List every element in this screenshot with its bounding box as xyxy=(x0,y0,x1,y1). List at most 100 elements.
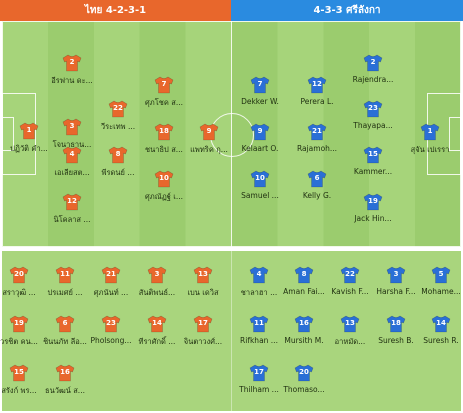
player-name[interactable]: วรชิต คน... xyxy=(0,337,38,346)
home-starting-player[interactable]: 12 นิโคลาส ... xyxy=(44,193,100,233)
home-substitute-player[interactable]: 11 ปรเมศย์ ... xyxy=(37,266,93,306)
player-name[interactable]: สรังก์ พร... xyxy=(1,386,37,395)
home-starting-player[interactable]: 8 พีรดนย์ ... xyxy=(90,146,146,186)
player-name[interactable]: ทีราศักดิ์ ... xyxy=(138,337,176,346)
home-substitute-player[interactable]: 15 สรังก์ พร... xyxy=(0,364,47,404)
home-substitute-player[interactable]: 6 ชินนภัท ลีอ... xyxy=(37,315,93,355)
player-name[interactable]: จินตาวงศ์... xyxy=(183,337,223,346)
player-name[interactable]: วีระเทพ ... xyxy=(100,122,136,131)
away-substitute-player[interactable]: 14 Suresh R. xyxy=(413,315,463,355)
home-substitute-player[interactable]: 13 เบน เดวิส xyxy=(175,266,231,306)
player-name[interactable]: Jack Hin... xyxy=(354,214,392,223)
away-substitute-player[interactable]: 22 Kavish F... xyxy=(322,266,378,306)
away-starting-player[interactable]: 10 Samuel ... xyxy=(232,170,288,210)
player-name[interactable]: ศุภโชค ส... xyxy=(145,98,183,107)
jersey-icon: 19 xyxy=(9,315,29,333)
player-name[interactable]: Pholsong... xyxy=(90,336,132,345)
player-name[interactable]: Suresh R. xyxy=(423,336,459,345)
player-name[interactable]: Mursith M. xyxy=(284,336,324,345)
home-substitute-player[interactable]: 16 ธนวัฒน์ ส... xyxy=(37,364,93,404)
player-name[interactable]: ศุภณัฏฐ์ เ... xyxy=(145,192,183,201)
home-substitute-player[interactable]: 3 สันติพนธ์... xyxy=(129,266,185,306)
player-name[interactable]: Thilham ... xyxy=(239,385,279,394)
player-name[interactable]: Harsha F... xyxy=(376,287,416,296)
away-starting-player[interactable]: 1 สุจัน เปเรรา xyxy=(402,123,458,163)
home-substitute-player[interactable]: 21 ศุภนันท์ ... xyxy=(83,266,139,306)
home-starting-player[interactable]: 1 ปฏิวัติ คำ... xyxy=(1,122,57,162)
away-substitute-player[interactable]: 17 Thilham ... xyxy=(231,364,287,404)
player-name[interactable]: สราวุฒิ ... xyxy=(2,288,36,297)
player-name[interactable]: Mohame... xyxy=(421,287,461,296)
player-name[interactable]: ชนาธิป ส... xyxy=(145,145,183,154)
player-name[interactable]: ปรเมศย์ ... xyxy=(47,288,83,297)
away-team-title[interactable]: 4-3-3 ศรีลังกา xyxy=(231,0,463,21)
away-substitute-player[interactable]: 16 Mursith M. xyxy=(276,315,332,355)
player-name[interactable]: Thayapa... xyxy=(353,121,393,130)
player-name[interactable]: แพทริค กุ... xyxy=(190,145,228,154)
away-substitute-player[interactable]: 11 Rifkhan ... xyxy=(231,315,287,355)
jersey-icon: 7 xyxy=(250,76,270,94)
jersey-number: 20 xyxy=(299,368,309,376)
away-substitute-player[interactable]: 5 Mohame... xyxy=(413,266,463,306)
player-name[interactable]: อาหมัด... xyxy=(334,337,366,346)
player-name[interactable]: Kavish F... xyxy=(331,287,369,296)
player-name[interactable]: Rifkhan ... xyxy=(240,336,278,345)
player-name[interactable]: ศุภนันท์ ... xyxy=(93,288,129,297)
player-name[interactable]: สุจัน เปเรรา xyxy=(410,145,450,154)
away-starting-player[interactable]: 2 Rajendra... xyxy=(345,54,401,94)
home-starting-player[interactable]: 9 แพทริค กุ... xyxy=(181,123,237,163)
player-name[interactable]: เบน เดวิส xyxy=(187,288,219,297)
player-name[interactable]: Rajamoh... xyxy=(296,144,338,153)
player-name[interactable]: สันติพนธ์... xyxy=(138,288,176,297)
away-starting-player[interactable]: 6 Kelly G. xyxy=(289,170,345,210)
player-name[interactable]: Perera L. xyxy=(300,97,334,106)
away-substitute-player[interactable]: 3 Harsha F... xyxy=(368,266,424,306)
player-name[interactable]: นิโคลาส ... xyxy=(53,215,91,224)
player-name[interactable]: Kammer... xyxy=(353,167,393,176)
player-name[interactable]: ชาลาฮา ... xyxy=(240,288,278,297)
player-name[interactable]: Thomaso... xyxy=(283,385,325,394)
away-starting-player[interactable]: 9 Kelaart O. xyxy=(232,123,288,163)
player-name[interactable]: ชินนภัท ลีอ... xyxy=(43,337,87,346)
away-substitute-player[interactable]: 20 Thomaso... xyxy=(276,364,332,404)
away-substitute-player[interactable]: 18 Suresh B. xyxy=(368,315,424,355)
home-substitute-player[interactable]: 17 จินตาวงศ์... xyxy=(175,315,231,355)
player-name[interactable]: ปฏิวัติ คำ... xyxy=(10,144,48,153)
home-starting-player[interactable]: 3 โจนาธาน... xyxy=(44,118,100,158)
away-starting-player[interactable]: 7 Dekker W. xyxy=(232,76,288,116)
home-substitute-player[interactable]: 23 Pholsong... xyxy=(83,315,139,355)
home-team-title[interactable]: ไทย 4-2-3-1 xyxy=(0,0,231,21)
home-starting-player[interactable]: 2 อีรฟาน ดะ... xyxy=(44,54,100,94)
away-substitute-player[interactable]: 13 อาหมัด... xyxy=(322,315,378,355)
home-starting-player[interactable]: 4 เอเลียสต... xyxy=(44,146,100,186)
player-name[interactable]: Aman Fai... xyxy=(283,287,325,296)
away-substitute-player[interactable]: 4 ชาลาฮา ... xyxy=(231,266,287,306)
away-starting-player[interactable]: 12 Perera L. xyxy=(289,76,345,116)
player-name[interactable]: Suresh B. xyxy=(378,336,414,345)
player-name[interactable]: พีรดนย์ ... xyxy=(101,168,135,177)
home-substitute-player[interactable]: 20 สราวุฒิ ... xyxy=(0,266,47,306)
home-starting-player[interactable]: 22 วีระเทพ ... xyxy=(90,100,146,140)
home-starting-player[interactable]: 7 ศุภโชค ส... xyxy=(136,76,192,116)
player-name[interactable]: ธนวัฒน์ ส... xyxy=(45,386,85,395)
away-starting-player[interactable]: 23 Thayapa... xyxy=(345,100,401,140)
player-name[interactable]: เอเลียสต... xyxy=(54,168,90,177)
home-substitute-player[interactable]: 19 วรชิต คน... xyxy=(0,315,47,355)
player-name[interactable]: อีรฟาน ดะ... xyxy=(51,76,93,85)
jersey-icon: 8 xyxy=(108,146,128,164)
player-name[interactable]: Kelaart O. xyxy=(241,144,279,153)
player-name[interactable]: Samuel ... xyxy=(241,191,279,200)
jersey-number: 9 xyxy=(257,127,263,135)
player-name[interactable]: โจนาธาน... xyxy=(52,140,92,149)
player-name[interactable]: Dekker W. xyxy=(241,97,279,106)
home-substitute-player[interactable]: 14 ทีราศักดิ์ ... xyxy=(129,315,185,355)
away-starting-player[interactable]: 21 Rajamoh... xyxy=(289,123,345,163)
jersey-number: 5 xyxy=(438,270,444,278)
home-starting-player[interactable]: 10 ศุภณัฏฐ์ เ... xyxy=(136,170,192,210)
away-starting-player[interactable]: 15 Kammer... xyxy=(345,146,401,186)
away-substitute-player[interactable]: 8 Aman Fai... xyxy=(276,266,332,306)
away-starting-player[interactable]: 19 Jack Hin... xyxy=(345,193,401,233)
player-name[interactable]: Rajendra... xyxy=(352,75,394,84)
player-name[interactable]: Kelly G. xyxy=(302,191,332,200)
home-starting-player[interactable]: 18 ชนาธิป ส... xyxy=(136,123,192,163)
